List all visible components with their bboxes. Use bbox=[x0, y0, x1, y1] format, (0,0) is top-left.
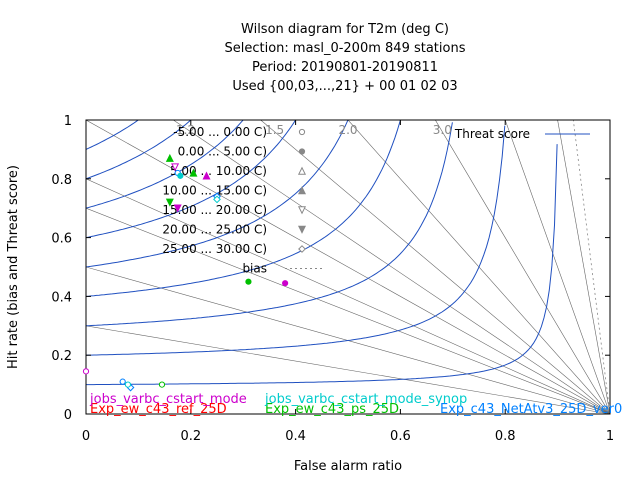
legend-label: 0.00 ... 5.00 C) bbox=[178, 145, 267, 159]
y-tick-label: 0.4 bbox=[51, 290, 72, 305]
legend-marker bbox=[298, 128, 306, 136]
x-tick-label: 1 bbox=[606, 429, 614, 444]
threat-score-curve bbox=[86, 120, 244, 209]
threat-score-curve bbox=[86, 144, 558, 386]
data-point bbox=[165, 198, 174, 207]
threat-score-curve bbox=[86, 120, 192, 180]
x-tick-label: 0.6 bbox=[390, 429, 411, 444]
data-point bbox=[245, 278, 252, 285]
plot-frame bbox=[85, 119, 611, 415]
plot-inner bbox=[86, 120, 610, 414]
axis-ticks: 0 0.2 0.4 0.6 0.8 1 0 0.2 0.4 0.6 0.8 1 bbox=[51, 114, 614, 444]
legend-label: 5.00 ... 10.00 C) bbox=[170, 164, 267, 178]
legend-marker bbox=[298, 148, 306, 155]
y-axis-label: Hit rate (bias and Threat score) bbox=[6, 165, 21, 369]
threat-score-curve bbox=[86, 120, 401, 297]
legend-label: 20.00 ... 25.00 C) bbox=[162, 223, 267, 237]
bias-value-label: 2.0 bbox=[338, 123, 357, 137]
title-line: Wilson diagram for T2m (deg C) bbox=[241, 22, 449, 37]
data-points bbox=[82, 153, 289, 392]
data-point bbox=[213, 195, 221, 204]
legend-label: 25.00 ... 30.00 C) bbox=[162, 242, 267, 256]
bias-dashed-line bbox=[572, 120, 610, 414]
threat-score-curve bbox=[86, 125, 506, 356]
y-tick-label: 0.8 bbox=[51, 173, 72, 188]
legend-marker bbox=[297, 225, 307, 234]
bias-line bbox=[86, 178, 610, 414]
plot-curves: 1.2 1.5 2.0 3.0 bbox=[86, 120, 610, 414]
threat-score-curve bbox=[86, 120, 297, 239]
y-tick-label: 1 bbox=[64, 114, 72, 129]
legend-marker bbox=[298, 245, 306, 253]
x-tick-label: 0 bbox=[82, 429, 90, 444]
title-line: Selection: masl_0-200m 849 stations bbox=[225, 41, 466, 56]
bias-line bbox=[172, 120, 610, 414]
legend-label: 10.00 ... 15.00 C) bbox=[162, 184, 267, 198]
bias-line bbox=[434, 120, 610, 414]
threat-score-curve bbox=[86, 120, 140, 150]
series-label: Exp_c43_NetAtv3_25D_ver0 bbox=[440, 402, 622, 417]
series-label: Exp_ew_c43_ref_25D bbox=[90, 402, 227, 417]
x-tick-label: 0.8 bbox=[495, 429, 516, 444]
data-point bbox=[158, 381, 166, 388]
y-tick-label: 0.6 bbox=[51, 232, 72, 247]
title-line: Used {00,03,...,21} + 00 01 02 03 bbox=[232, 79, 457, 94]
bias-line bbox=[504, 120, 610, 414]
series-label: Exp_ew_c43_ps_25D bbox=[265, 402, 399, 417]
x-tick-label: 0.4 bbox=[285, 429, 306, 444]
bias-line bbox=[86, 325, 610, 414]
chart-title: Wilson diagram for T2m (deg C) Selection:… bbox=[225, 22, 466, 94]
data-point bbox=[202, 171, 211, 180]
series-labels: Exp_ew_c43_ref_25D Exp_ew_c43_ps_25D Exp_c… bbox=[89, 392, 622, 417]
bias-line bbox=[260, 120, 610, 414]
x-axis-label: False alarm ratio bbox=[294, 459, 402, 474]
bias-value-label: 1.5 bbox=[265, 123, 284, 137]
legend-marker bbox=[297, 206, 307, 215]
data-point bbox=[173, 204, 182, 213]
threat-score-curve bbox=[86, 122, 453, 327]
data-point bbox=[177, 172, 184, 179]
series-label: jobs_varbc_cstart_mode bbox=[89, 392, 247, 407]
threat-score-curve bbox=[86, 120, 349, 268]
legend-marker bbox=[297, 166, 307, 175]
legend-label: -5.00 ... 0.00 C) bbox=[173, 125, 267, 139]
y-tick-label: 0 bbox=[64, 408, 72, 423]
data-point bbox=[171, 163, 180, 172]
legend: -5.00 ... 0.00 C) 0.00 ... 5.00 C) 5.00 ..… bbox=[162, 125, 590, 276]
legend-marker bbox=[297, 186, 307, 195]
title-line: Period: 20190801-20190811 bbox=[252, 60, 438, 75]
data-point bbox=[82, 368, 90, 375]
x-tick-label: 0.2 bbox=[180, 429, 201, 444]
bias-value-label: 3.0 bbox=[433, 123, 452, 137]
bias-line bbox=[86, 120, 610, 414]
data-point bbox=[282, 280, 289, 287]
data-point bbox=[119, 378, 126, 385]
legend-bias-label: bias bbox=[242, 262, 267, 276]
series-label: jobs_varbc_cstart_mode_synop bbox=[264, 392, 467, 407]
legend-label: 15.00 ... 20.00 C) bbox=[162, 203, 267, 217]
legend-threat-label: Threat score bbox=[454, 127, 530, 141]
data-point bbox=[124, 381, 132, 388]
bias-value-label: 1.2 bbox=[176, 123, 195, 137]
y-tick-label: 0.2 bbox=[51, 349, 72, 364]
bias-line bbox=[86, 207, 610, 414]
data-point bbox=[189, 168, 198, 177]
data-point bbox=[165, 153, 174, 162]
bias-line bbox=[347, 120, 610, 414]
